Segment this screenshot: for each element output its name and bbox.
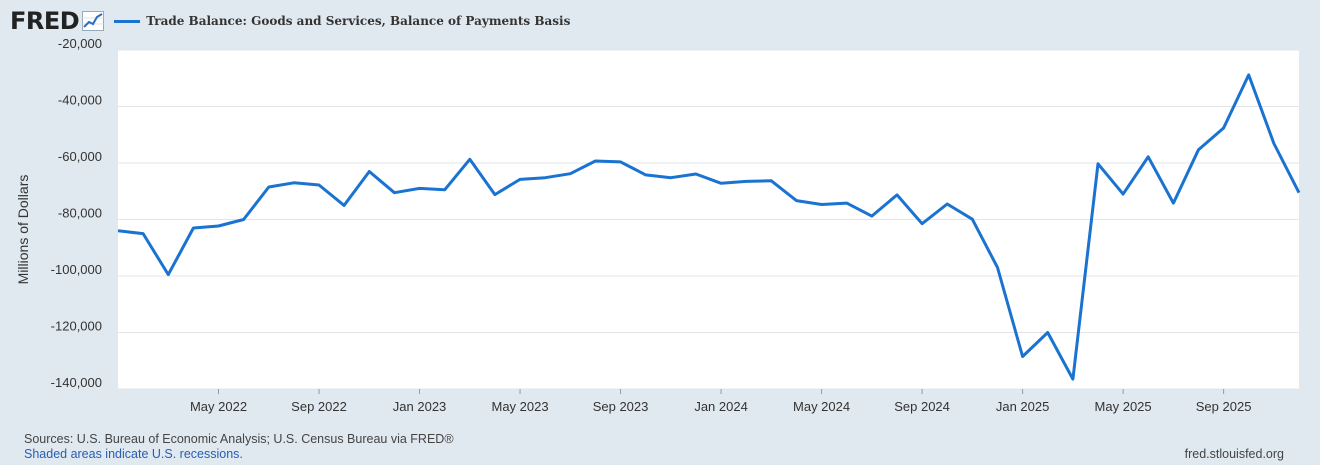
data-point[interactable] <box>819 202 825 208</box>
data-point[interactable] <box>793 198 799 204</box>
x-tick-label: May 2024 <box>793 399 850 414</box>
chart-header: FRED Trade Balance: Goods and Services, … <box>10 6 570 36</box>
recession-note: Shaded areas indicate U.S. recessions. <box>24 447 243 461</box>
fred-logo[interactable]: FRED <box>10 7 80 35</box>
data-point[interactable] <box>341 202 347 208</box>
data-point[interactable] <box>693 171 699 177</box>
x-tick-label: May 2022 <box>190 399 247 414</box>
data-point[interactable] <box>1070 376 1076 382</box>
grid-lines <box>118 49 1299 390</box>
data-point[interactable] <box>517 176 523 182</box>
data-point[interactable] <box>417 185 423 191</box>
y-tick-label: -80,000 <box>58 206 102 221</box>
y-tick-label: -20,000 <box>58 36 102 51</box>
chart-footer: Sources: U.S. Bureau of Economic Analysi… <box>24 432 454 462</box>
data-point[interactable] <box>668 175 674 181</box>
data-point[interactable] <box>1170 200 1176 206</box>
x-tick-label: Jan 2024 <box>694 399 748 414</box>
data-point[interactable] <box>241 217 247 223</box>
x-tick-label: Sep 2025 <box>1196 399 1252 414</box>
data-point[interactable] <box>291 180 297 186</box>
chart-legend: Trade Balance: Goods and Services, Balan… <box>114 14 570 28</box>
data-point[interactable] <box>844 200 850 206</box>
data-point[interactable] <box>969 216 975 222</box>
site-link[interactable]: fred.stlouisfed.org <box>1184 447 1284 461</box>
data-point[interactable] <box>115 228 121 234</box>
data-point[interactable] <box>1246 72 1252 78</box>
data-point[interactable] <box>1271 141 1277 147</box>
x-tick-label: Sep 2022 <box>291 399 347 414</box>
legend-label: Trade Balance: Goods and Services, Balan… <box>146 14 571 28</box>
data-point[interactable] <box>567 171 573 177</box>
data-point[interactable] <box>768 178 774 184</box>
data-point[interactable] <box>266 184 272 190</box>
data-point[interactable] <box>216 223 222 229</box>
x-tick-label: May 2025 <box>1095 399 1152 414</box>
data-point[interactable] <box>894 192 900 198</box>
sources-text: Sources: U.S. Bureau of Economic Analysi… <box>24 432 454 446</box>
data-point[interactable] <box>140 231 146 237</box>
x-axis-ticks: May 2022 Sep 2022 Jan 2023 May 2023 Sep 2023… <box>190 389 1251 414</box>
data-point[interactable] <box>1221 125 1227 131</box>
data-point[interactable] <box>944 201 950 207</box>
y-tick-label: -60,000 <box>58 149 102 164</box>
data-point[interactable] <box>994 265 1000 271</box>
data-point[interactable] <box>1296 190 1302 196</box>
data-point[interactable] <box>366 168 372 174</box>
data-point[interactable] <box>316 182 322 188</box>
legend-swatch <box>114 19 141 23</box>
x-tick-label: Jan 2025 <box>996 399 1050 414</box>
data-point[interactable] <box>919 221 925 227</box>
data-point[interactable] <box>1020 354 1026 360</box>
series-line <box>117 73 1301 381</box>
data-point[interactable] <box>1045 330 1051 336</box>
data-point[interactable] <box>1095 161 1101 167</box>
data-point[interactable] <box>592 158 598 164</box>
data-point[interactable] <box>1195 147 1201 153</box>
data-point[interactable] <box>1145 154 1151 160</box>
data-point[interactable] <box>618 159 624 165</box>
y-tick-label: -100,000 <box>51 262 102 277</box>
data-point[interactable] <box>542 175 548 181</box>
data-point[interactable] <box>869 213 875 219</box>
x-tick-label: Sep 2023 <box>593 399 649 414</box>
data-point[interactable] <box>442 187 448 193</box>
data-point[interactable] <box>1120 191 1126 197</box>
x-tick-label: Jan 2023 <box>393 399 447 414</box>
data-point[interactable] <box>190 225 196 231</box>
data-point[interactable] <box>391 190 397 196</box>
x-tick-label: Sep 2024 <box>894 399 950 414</box>
y-tick-label: -120,000 <box>51 319 102 334</box>
data-point[interactable] <box>743 178 749 184</box>
chart-trend-icon <box>82 11 105 31</box>
x-tick-label: May 2023 <box>491 399 548 414</box>
data-point[interactable] <box>165 272 171 278</box>
data-point[interactable] <box>467 156 473 162</box>
data-point[interactable] <box>718 180 724 186</box>
data-point[interactable] <box>492 192 498 198</box>
data-point[interactable] <box>643 172 649 178</box>
y-axis-ticks: -20,000 -40,000 -60,000 -80,000 -100,000 -120… <box>51 36 102 390</box>
y-tick-label: -140,000 <box>51 375 102 390</box>
y-tick-label: -40,000 <box>58 93 102 108</box>
y-axis-label: Millions of Dollars <box>15 175 31 285</box>
